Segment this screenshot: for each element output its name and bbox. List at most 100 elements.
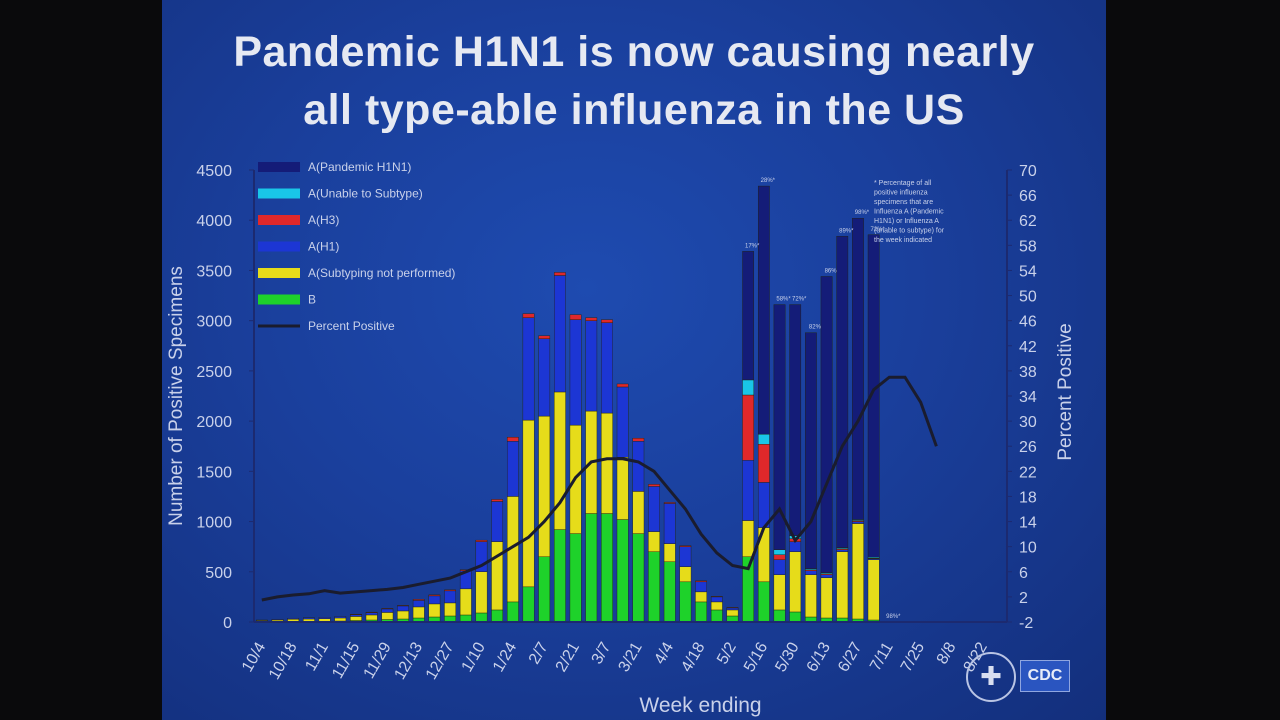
bar-segment-b	[663, 561, 676, 623]
bar-segment-h1	[852, 521, 864, 524]
y-tick-label: 500	[205, 565, 232, 582]
bar-segment-unable	[773, 549, 786, 555]
bar-segment-h3	[475, 539, 488, 542]
bar-segment-not_performed	[287, 618, 300, 622]
x-tick-label: 11/29	[361, 639, 395, 681]
y-tick-label: 4000	[196, 213, 232, 230]
legend-swatch-unable	[258, 188, 300, 199]
bar-segment-h1	[397, 605, 409, 612]
x-tick-label: 4/18	[678, 639, 708, 675]
bar-segment-not_performed	[397, 610, 409, 620]
bar-segment-not_performed	[679, 566, 692, 583]
footnote-line: H1N1) or Influenza A	[874, 218, 939, 225]
bar-segment-h1	[303, 617, 315, 620]
bar-segment-h1	[569, 319, 582, 426]
x-tick-label: 2/7	[526, 639, 552, 667]
bar-segment-h3	[601, 319, 613, 323]
legend-swatch-b	[258, 294, 300, 305]
y2-tick-label: 70	[1019, 163, 1037, 180]
bar-segment-b	[522, 586, 535, 623]
slide: Pandemic H1N1 is now causing nearly all …	[162, 0, 1106, 720]
bar-segment-not_performed	[663, 543, 676, 562]
bar-segment-not_performed	[867, 559, 880, 621]
bar-segment-h3	[695, 580, 707, 583]
bar-segment-not_performed	[601, 412, 613, 514]
y2-tick-label: 30	[1019, 414, 1037, 431]
bar-segment-not_performed	[538, 415, 551, 557]
bar-segment-h1	[710, 596, 723, 603]
y2-tick-label: 6	[1019, 565, 1028, 582]
y-tick-label: 3000	[196, 314, 232, 331]
x-tick-label: 2/21	[553, 639, 583, 675]
percent-positive-line	[261, 375, 938, 602]
y2-axis-title: Percent Positive	[1055, 323, 1076, 460]
bar-segment-h1	[255, 619, 268, 621]
y2-tick-label: 62	[1019, 213, 1037, 230]
y-tick-label: 0	[223, 615, 232, 632]
bar-segment-b	[601, 513, 613, 623]
bar-segment-h1	[585, 320, 598, 412]
bar-segment-not_performed	[616, 457, 629, 520]
legend-label: A(Subtyping not performed)	[308, 266, 455, 280]
bar-segment-h3	[679, 545, 692, 547]
chart-percent-line	[261, 375, 938, 602]
bar-segment-not_performed	[334, 617, 347, 622]
slide-title-line-1: Pandemic H1N1 is now causing nearly	[233, 28, 1035, 76]
bar-segment-h1	[287, 617, 300, 620]
bar-segment-not_performed	[632, 491, 645, 534]
bar-segment-h3	[648, 484, 660, 487]
bar-segment-pandemic	[742, 251, 755, 381]
footnote-line: * Percentage of all	[874, 180, 932, 187]
bar-segment-h1	[412, 600, 425, 608]
y-axis-title: Number of Positive Specimens	[166, 266, 187, 526]
bar-segment-b	[757, 581, 770, 623]
bar-segment-h1	[428, 595, 441, 605]
bar-segment-not_performed	[428, 603, 441, 618]
legend-label: A(H3)	[308, 213, 339, 227]
y2-tick-label: 38	[1019, 364, 1037, 381]
bar-segment-h1	[663, 503, 676, 544]
bar-top-label: 98%*	[855, 210, 870, 216]
x-tick-label: 1/10	[459, 639, 489, 675]
y2-tick-label: 42	[1019, 339, 1037, 356]
bar-segment-h1	[695, 581, 707, 593]
legend-label: A(Pandemic H1N1)	[308, 160, 411, 174]
bar-segment-not_performed	[710, 601, 723, 611]
y-tick-label: 3500	[196, 263, 232, 280]
bar-segment-h3	[632, 437, 645, 442]
bar-segment-h1	[742, 460, 755, 521]
bar-segment-not_performed	[726, 609, 739, 617]
bar-segment-h3	[710, 596, 723, 598]
bar-segment-not_performed	[522, 419, 535, 588]
bar-segment-h1	[522, 317, 535, 421]
legend-label: A(H1)	[308, 240, 339, 254]
bar-segment-b	[538, 556, 551, 623]
x-tick-label: 11/15	[329, 639, 363, 681]
bar-segment-b	[789, 611, 802, 623]
bar-segment-h1	[506, 441, 519, 497]
bar-segment-b	[491, 609, 504, 623]
bar-segment-h1	[444, 590, 456, 604]
bar-segment-b	[679, 581, 692, 623]
x-tick-label: 5/2	[714, 639, 740, 667]
x-tick-label: 12/13	[391, 639, 426, 682]
bar-segment-h3	[585, 317, 598, 321]
y2-tick-label: 66	[1019, 188, 1037, 205]
bar-segment-b	[506, 601, 519, 623]
footnote-line: positive influenza	[874, 190, 928, 197]
y2-tick-label: 26	[1019, 439, 1037, 456]
hhs-eagle-icon: ✚	[966, 652, 1016, 702]
bar-segment-pandemic	[805, 332, 817, 569]
bar-segment-h1	[805, 570, 817, 575]
bar-segment-pandemic	[789, 304, 802, 536]
bar-segment-not_performed	[742, 520, 755, 557]
bar-segment-h3	[381, 608, 394, 610]
bar-segment-h3	[757, 444, 770, 483]
x-tick-label: 7/25	[898, 639, 928, 675]
bar-segment-h3	[365, 611, 378, 613]
chart-bar-labels: 17%*28%*58%* 72%*82%86%89%*98%*72%*98%*	[745, 178, 901, 620]
bar-segment-pandemic	[867, 234, 880, 558]
y2-tick-label: 54	[1019, 263, 1037, 280]
bar-segment-pandemic	[852, 218, 864, 520]
x-tick-label: 3/21	[616, 639, 646, 675]
